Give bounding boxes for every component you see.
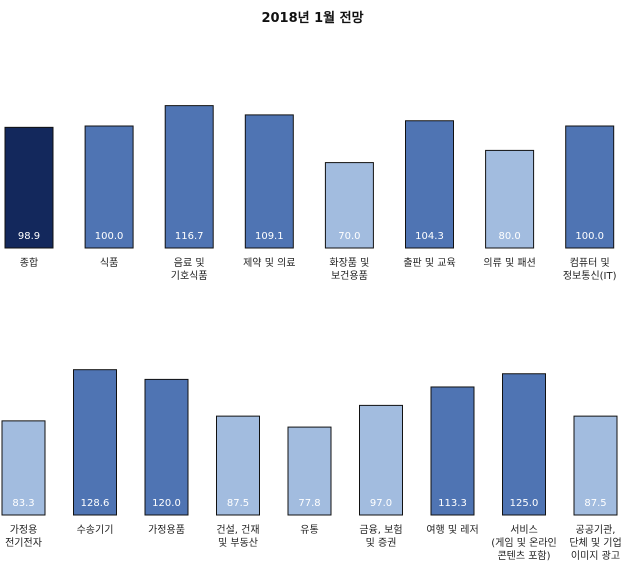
bar-0-6 [485,149,535,249]
bar-1-0 [1,420,46,516]
bar-0-0 [4,126,54,249]
data-label: 125.0 [510,498,539,509]
data-label: 70.0 [338,231,360,242]
bar-0-7 [565,125,615,249]
data-label: 80.0 [498,231,520,242]
bar-1-3 [216,415,260,516]
data-label: 77.8 [298,498,320,509]
data-label: 87.5 [584,498,606,509]
data-label: 109.1 [255,231,284,242]
data-label: 98.9 [18,231,40,242]
data-label: 87.5 [227,498,249,509]
data-label: 120.0 [152,498,181,509]
category-label: 출판 및 교육 [403,257,455,269]
category-label: 컴퓨터 및 정보통신(IT) [563,257,617,282]
data-label: 104.3 [415,231,444,242]
category-label: 의류 및 패션 [483,257,535,269]
bar-1-6 [430,386,475,516]
category-label: 금융, 보험 및 증권 [359,524,402,549]
bar-1-7 [502,373,546,516]
category-label: 가정용 전기전자 [5,524,42,549]
data-label: 97.0 [370,498,392,509]
bar-0-2 [164,105,214,249]
bar-0-5 [405,120,454,249]
category-label: 수송기기 [77,524,114,536]
category-label: 화장품 및 보건용품 [329,257,369,282]
data-label: 116.7 [175,231,204,242]
bar-1-1 [73,369,117,516]
category-label: 서비스 (게임 및 온라인 콘텐츠 포함) [491,524,556,562]
bar-0-1 [84,125,134,249]
category-label: 식품 [100,257,118,269]
bar-1-5 [359,404,403,516]
data-label: 113.3 [438,498,467,509]
bar-1-8 [573,415,618,516]
category-label: 음료 및 기호식품 [171,257,208,282]
category-label: 건설, 건재 및 부동산 [216,524,259,549]
category-label: 여행 및 레저 [426,524,478,536]
bar-0-4 [324,162,374,249]
data-label: 100.0 [575,231,604,242]
data-label: 83.3 [12,498,34,509]
bar-0-3 [244,114,294,249]
category-label: 제약 및 의료 [243,257,295,269]
data-label: 100.0 [95,231,124,242]
data-label: 128.6 [81,498,110,509]
category-label: 종합 [20,257,38,269]
category-label: 공공기관, 단체 및 기업 이미지 광고 [569,524,621,562]
bar-1-2 [144,378,189,516]
bar-1-4 [287,426,332,516]
category-label: 유통 [300,524,318,536]
chart-title: 2018년 1월 전망 [261,11,364,26]
category-label: 가정용품 [148,524,185,536]
